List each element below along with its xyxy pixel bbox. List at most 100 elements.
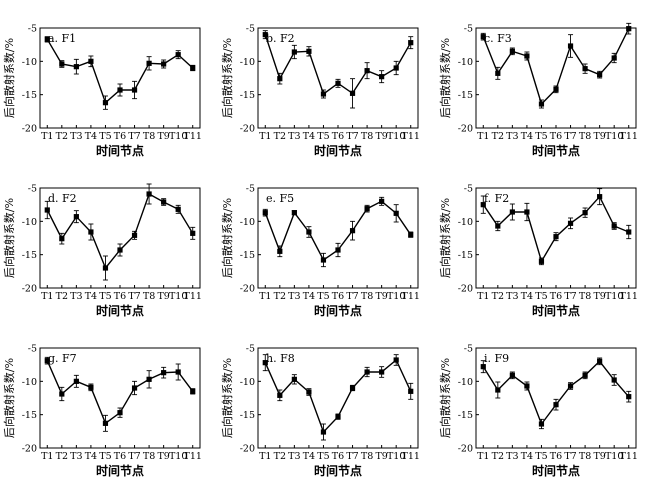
- y-tick-label: -10: [22, 217, 37, 228]
- x-tick-label: T10: [605, 291, 623, 302]
- x-tick-label: T3: [70, 451, 82, 462]
- data-point: [291, 376, 297, 382]
- y-axis-label: 后向散射系数/%: [2, 358, 16, 438]
- data-point: [277, 392, 283, 398]
- x-tick-label: T1: [41, 451, 53, 462]
- data-point: [524, 209, 530, 215]
- y-tick-label: -10: [458, 377, 473, 388]
- data-point: [44, 358, 50, 364]
- x-tick-label: T9: [375, 131, 387, 142]
- x-tick-label: T2: [56, 291, 68, 302]
- x-axis-label: 时间节点: [96, 463, 144, 478]
- x-tick-label: T10: [605, 451, 623, 462]
- x-tick-label: T4: [303, 451, 315, 462]
- data-point: [495, 223, 501, 229]
- panel-title: f. F2: [484, 192, 509, 205]
- x-tick-label: T9: [375, 291, 387, 302]
- x-tick-label: T6: [332, 131, 344, 142]
- x-tick-label: T11: [620, 291, 638, 302]
- x-tick-label: T10: [387, 291, 405, 302]
- data-point: [379, 198, 385, 204]
- data-point: [393, 65, 399, 71]
- x-tick-label: T2: [274, 131, 286, 142]
- x-tick-label: T9: [593, 291, 605, 302]
- y-tick-label: -15: [22, 410, 37, 421]
- x-axis-label: 时间节点: [314, 303, 362, 318]
- y-tick-label: -15: [458, 250, 473, 261]
- data-point: [44, 207, 50, 213]
- x-tick-label: T8: [143, 291, 155, 302]
- data-point: [117, 87, 123, 93]
- x-tick-label: T8: [361, 451, 373, 462]
- y-tick-label: -10: [240, 377, 255, 388]
- data-point: [306, 389, 312, 395]
- x-tick-label: T3: [70, 291, 82, 302]
- data-point: [524, 383, 530, 389]
- y-axis-label: 后向散射系数/%: [438, 358, 452, 438]
- y-tick-label: -5: [246, 344, 255, 355]
- x-tick-label: T8: [579, 451, 591, 462]
- data-point: [73, 214, 79, 220]
- y-tick-label: -5: [246, 184, 255, 195]
- y-tick-label: -20: [22, 124, 37, 135]
- x-tick-label: T10: [169, 291, 187, 302]
- x-tick-label: T3: [288, 131, 300, 142]
- series-line: [482, 360, 630, 426]
- x-tick-label: T6: [332, 291, 344, 302]
- data-point: [553, 402, 559, 408]
- data-point: [553, 86, 559, 92]
- x-axis-label: 时间节点: [532, 303, 580, 318]
- data-point: [117, 247, 123, 253]
- x-tick-label: T2: [56, 131, 68, 142]
- data-point: [582, 372, 588, 378]
- x-tick-label: T8: [361, 291, 373, 302]
- x-tick-label: T11: [620, 131, 638, 142]
- x-tick-label: T4: [521, 291, 533, 302]
- x-tick-label: T5: [317, 291, 329, 302]
- data-point: [291, 210, 297, 216]
- y-axis-label: 后向散射系数/%: [220, 38, 234, 118]
- x-tick-label: T7: [128, 451, 140, 462]
- data-point: [495, 70, 501, 76]
- data-point: [131, 87, 138, 93]
- data-point: [567, 43, 574, 49]
- x-tick-label: T8: [143, 451, 155, 462]
- data-point: [509, 48, 515, 54]
- x-tick-label: T7: [564, 131, 576, 142]
- x-tick-label: T5: [317, 131, 329, 142]
- data-point: [320, 257, 327, 263]
- x-tick-label: T6: [550, 291, 562, 302]
- panel-title: a. F1: [48, 32, 76, 45]
- data-point: [393, 210, 399, 216]
- y-tick-label: -20: [240, 124, 255, 135]
- data-point: [349, 90, 356, 96]
- panel-title: g. F7: [48, 352, 77, 365]
- data-point: [131, 385, 138, 391]
- y-axis-label: 后向散射系数/%: [220, 358, 234, 438]
- data-point: [59, 61, 65, 67]
- data-point: [175, 206, 181, 212]
- x-tick-label: T5: [535, 291, 547, 302]
- x-tick-label: T3: [506, 451, 518, 462]
- x-tick-label: T1: [259, 131, 271, 142]
- y-tick-label: -15: [22, 90, 37, 101]
- x-tick-label: T9: [157, 451, 169, 462]
- data-point: [393, 357, 399, 363]
- data-point: [175, 369, 181, 375]
- x-tick-label: T7: [128, 291, 140, 302]
- x-axis-label: 时间节点: [532, 463, 580, 478]
- x-tick-label: T4: [85, 451, 97, 462]
- data-point: [190, 388, 196, 394]
- y-tick-label: -5: [464, 24, 473, 35]
- x-tick-label: T5: [535, 131, 547, 142]
- x-tick-label: T11: [620, 451, 638, 462]
- data-point: [611, 223, 617, 229]
- x-tick-label: T11: [184, 131, 202, 142]
- data-point: [553, 234, 559, 240]
- x-tick-label: T5: [535, 451, 547, 462]
- x-tick-label: T2: [492, 131, 504, 142]
- x-tick-label: T3: [506, 131, 518, 142]
